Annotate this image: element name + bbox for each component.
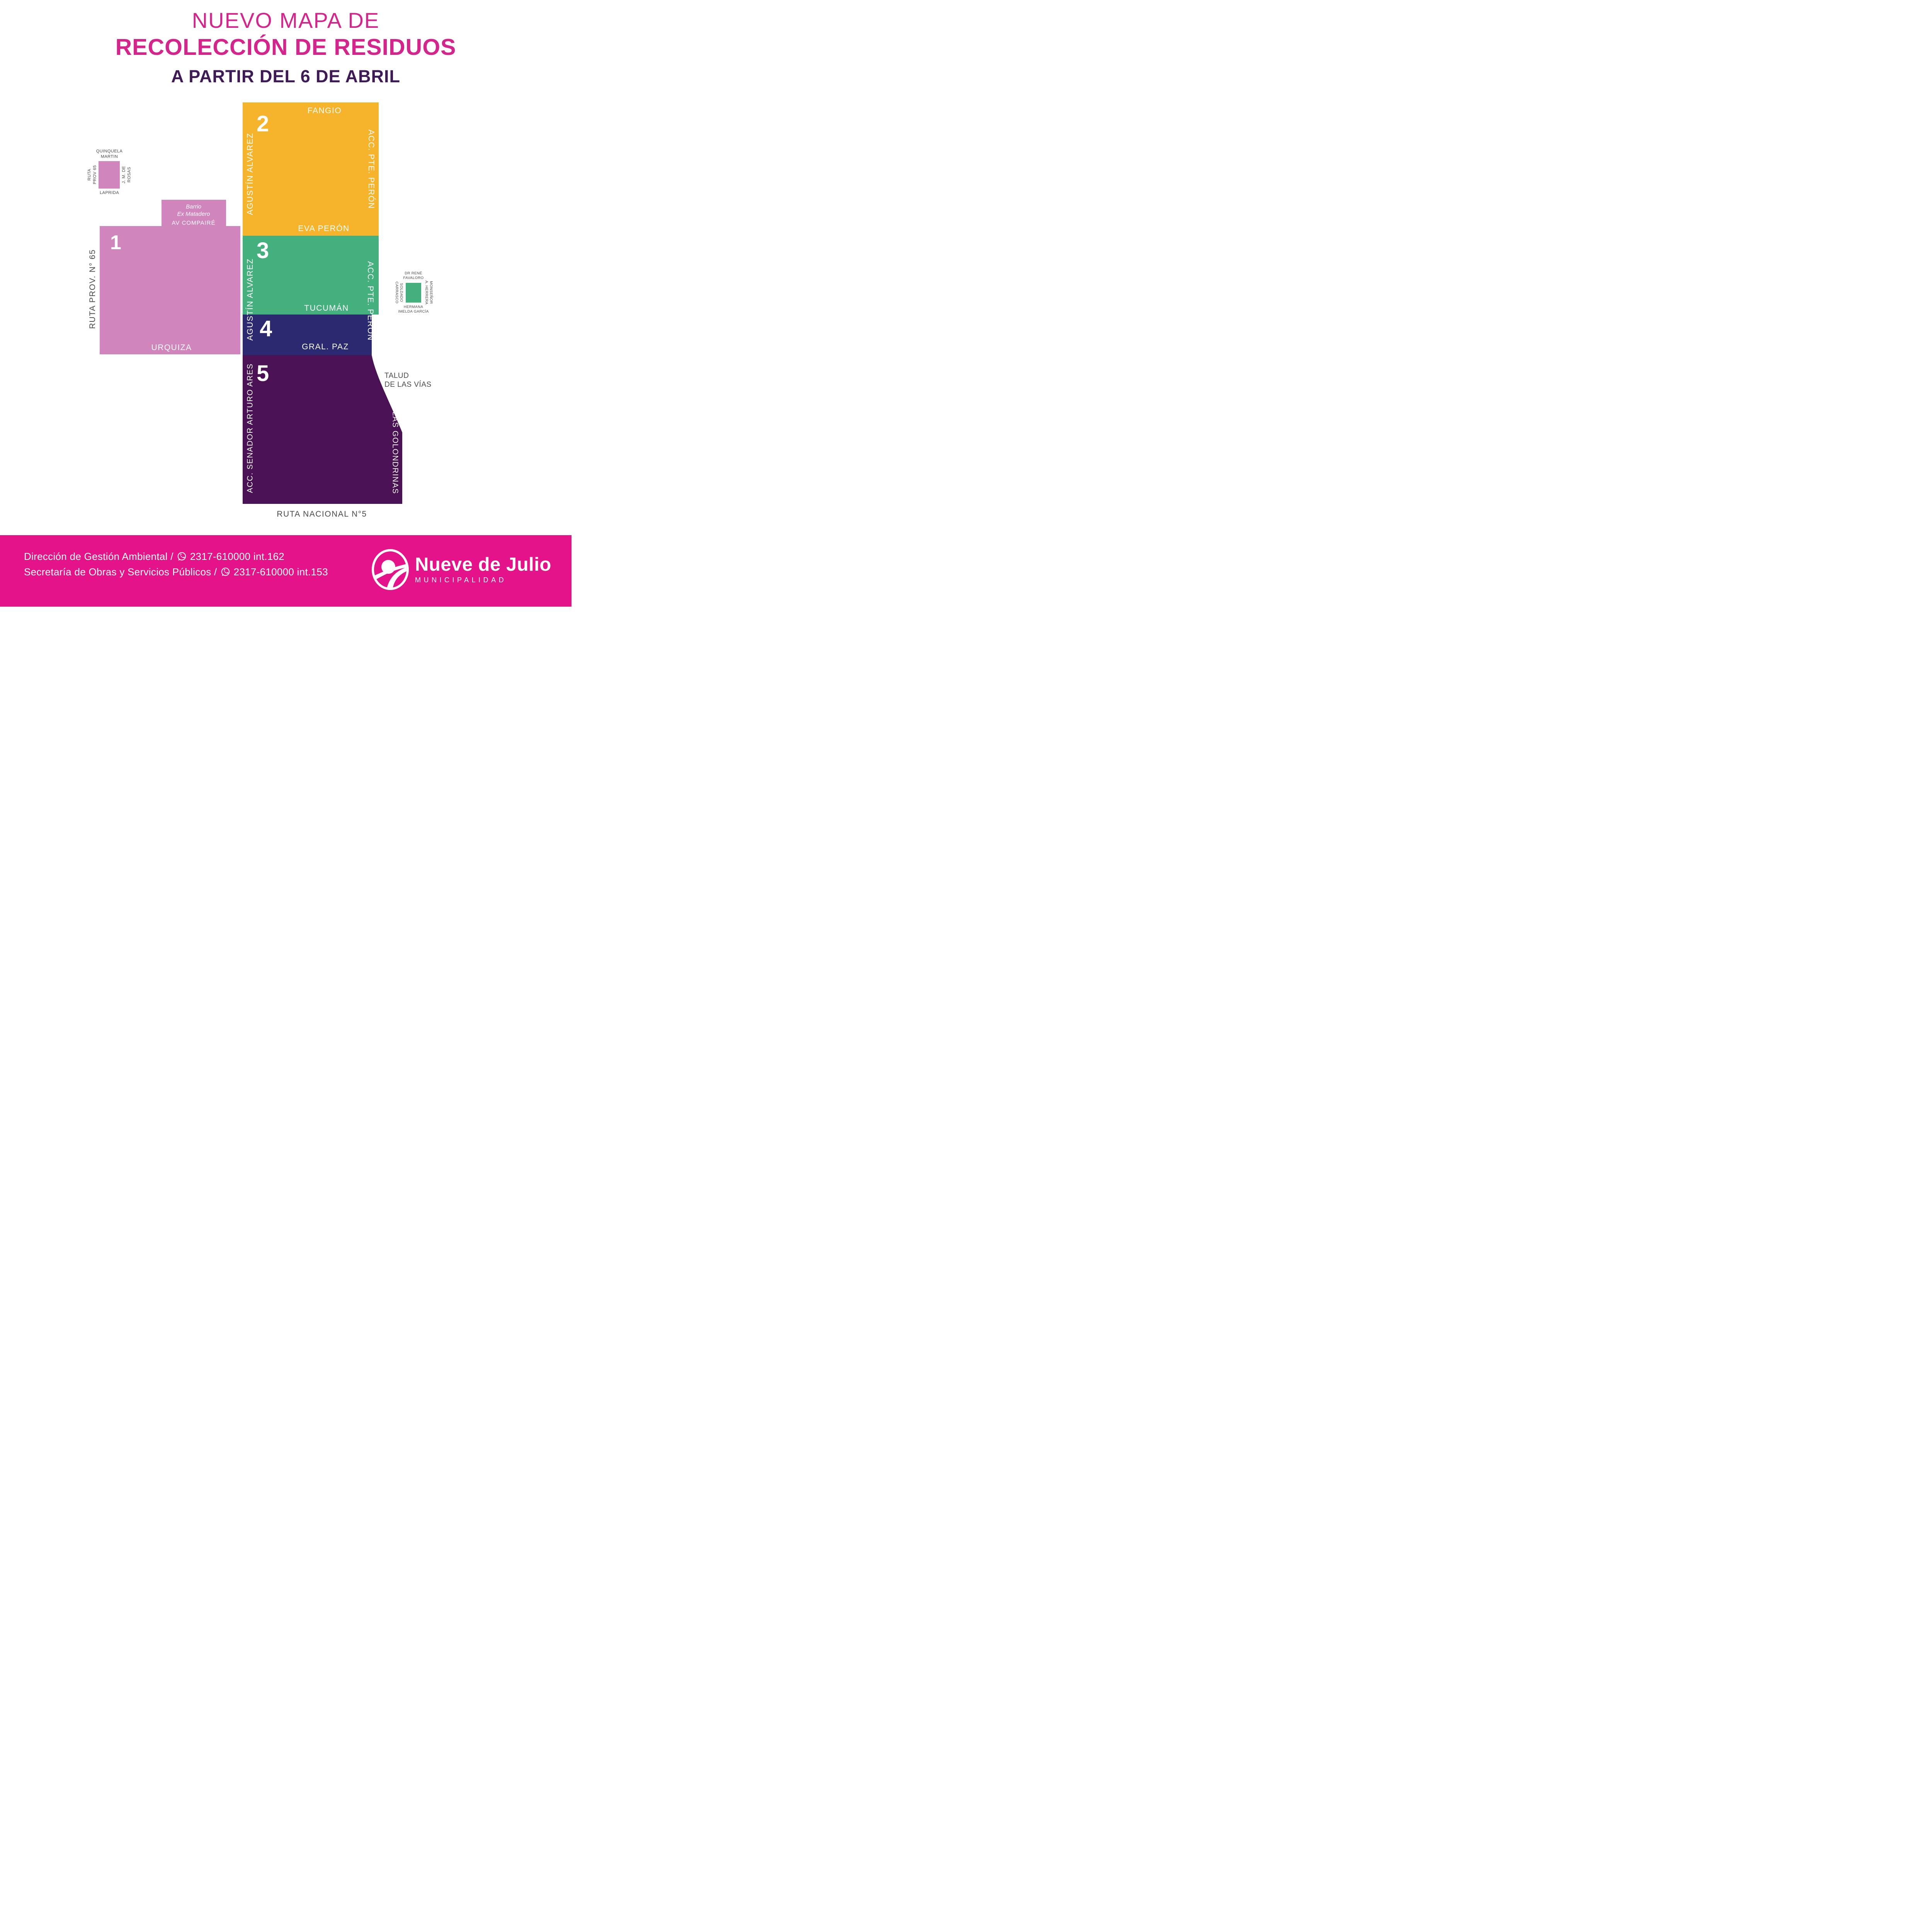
street-soldado-carrasco: SOLDADO CARRASCO	[395, 281, 403, 304]
street-monsenor-herrera: MONSEÑOR A. HERRERA	[424, 280, 433, 305]
footer-contact-line-1: Dirección de Gestión Ambiental / 2317-61…	[24, 551, 328, 563]
footer-contact-lines: Dirección de Gestión Ambiental / 2317-61…	[24, 551, 328, 578]
street-jm-de-rosas: J. M. DE ROSAS	[121, 166, 131, 184]
street-las-golondrinas: LAS GOLONDRINAS	[391, 412, 400, 494]
footer-line2-phone: 2317-610000 int.153	[233, 566, 328, 578]
whatsapp-icon	[177, 552, 186, 561]
barrio-ex-matadero-label: Barrio Ex Matadero	[177, 203, 210, 217]
poster-title-line1: NUEVO MAPA DE	[192, 8, 380, 32]
whatsapp-icon	[221, 568, 230, 576]
street-fangio: FANGIO	[307, 106, 342, 115]
street-acc-senador-arturo-ares: ACC. SENADOR ARTURO ARES	[246, 363, 255, 493]
footer-band: Dirección de Gestión Ambiental / 2317-61…	[0, 535, 571, 607]
street-dr-rene-favaloro: DR RENÉ FAVALORO	[403, 271, 424, 280]
street-quinquela-martin: QUINQUELA MARTIN	[96, 149, 123, 159]
zone-5-area	[243, 355, 402, 504]
footer-contact-line-2: Secretaría de Obras y Servicios Públicos…	[24, 566, 328, 578]
talud-de-las-vias-label: TALUD DE LAS VÍAS	[384, 372, 432, 389]
zone-3-area	[243, 236, 379, 315]
zone-2-area	[243, 102, 379, 236]
zone-3-number: 3	[257, 238, 269, 263]
zone-1-satellite-block	[99, 161, 120, 189]
street-tucuman: TUCUMÁN	[304, 304, 349, 313]
street-gral-paz: GRAL. PAZ	[302, 342, 349, 351]
footer-line2-label: Secretaría de Obras y Servicios Públicos…	[24, 566, 217, 578]
street-acc-pte-peron-south: ACC. PTE. PERÓN	[366, 261, 375, 341]
zone-1-area	[100, 226, 240, 354]
zone-4-number: 4	[260, 316, 272, 341]
municipality-logo-icon	[372, 549, 409, 590]
municipality-subtitle: MUNICIPALIDAD	[415, 576, 507, 584]
street-ruta-prov-65-mini: RUTA PROV 65	[87, 165, 97, 184]
footer-line1-phone: 2317-610000 int.162	[190, 551, 285, 562]
poster-subtitle-date: A PARTIR DEL 6 DE ABRIL	[171, 66, 401, 86]
zone-4-area	[243, 315, 372, 355]
municipality-name: Nueve de Julio	[415, 554, 551, 575]
zone-5-shape	[243, 355, 402, 504]
footer-line1-label: Dirección de Gestión Ambiental /	[24, 551, 173, 562]
zone-1-number: 1	[110, 231, 121, 254]
street-acc-pte-peron-north: ACC. PTE. PERÓN	[367, 129, 376, 209]
zone-3-satellite-block	[406, 283, 421, 303]
street-urquiza: URQUIZA	[151, 343, 192, 352]
street-ruta-nacional-5: RUTA NACIONAL N°5	[277, 510, 367, 519]
street-agustin-alvarez-north: AGUSTÍN ALVAREZ	[246, 133, 255, 215]
street-ruta-prov-65: RUTA PROV. N° 65	[88, 249, 97, 329]
street-av-compaire: AV COMPAIRÉ	[172, 219, 216, 226]
street-hermana-imelda-garcia: HERMANA IMELDA GARCÍA	[398, 305, 429, 314]
poster-title-line2: RECOLECCIÓN DE RESIDUOS	[115, 34, 456, 60]
waste-collection-map-poster: NUEVO MAPA DE RECOLECCIÓN DE RESIDUOS A …	[0, 0, 571, 607]
street-eva-peron: EVA PERÓN	[298, 224, 350, 233]
municipality-logo-text: Nueve de Julio MUNICIPALIDAD	[415, 554, 551, 584]
zone-1-ex-matadero-area	[162, 200, 226, 226]
street-agustin-alvarez-south: AGUSTÍN ALVAREZ	[246, 258, 255, 341]
zone-5-number: 5	[257, 361, 269, 386]
municipality-logo: Nueve de Julio MUNICIPALIDAD	[371, 548, 551, 591]
zone-2-number: 2	[257, 111, 269, 136]
street-laprida: LAPRIDA	[100, 190, 119, 196]
